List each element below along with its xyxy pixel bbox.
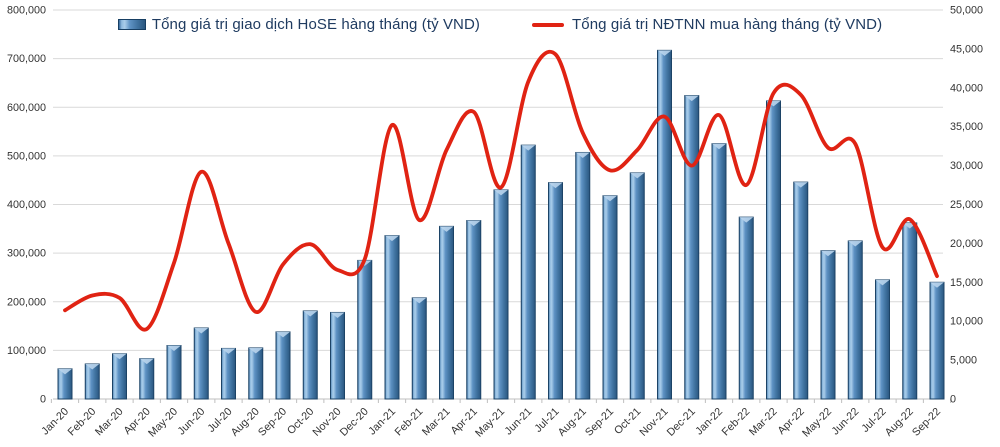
bar bbox=[221, 347, 236, 400]
bar bbox=[847, 240, 863, 400]
y-axis-left-label: 600,000 bbox=[7, 102, 46, 114]
x-axis-label: Nov-21 bbox=[638, 406, 671, 439]
x-axis-label: Aug-22 bbox=[883, 406, 916, 439]
y-axis-left-label: 800,000 bbox=[7, 5, 46, 17]
y-axis-right-label: 5,000 bbox=[950, 355, 977, 367]
bar bbox=[57, 368, 73, 400]
bar bbox=[302, 310, 318, 400]
x-axis-label: Aug-20 bbox=[229, 406, 262, 439]
bar bbox=[493, 189, 509, 400]
bar bbox=[112, 353, 127, 400]
x-axis-label: Sep-20 bbox=[256, 406, 289, 439]
bar bbox=[629, 172, 645, 400]
bar bbox=[711, 143, 727, 400]
bar bbox=[657, 49, 672, 400]
y-axis-right-label: 45,000 bbox=[950, 43, 983, 55]
x-axis-label: Nov-20 bbox=[311, 406, 344, 439]
bar bbox=[684, 95, 700, 400]
y-axis-right-label: 10,000 bbox=[950, 316, 983, 328]
y-axis-right-label: 20,000 bbox=[950, 238, 983, 250]
y-axis-left-label: 700,000 bbox=[7, 53, 46, 65]
foreign-buy-trend-line bbox=[63, 49, 939, 332]
x-axis-label: Mar-22 bbox=[747, 406, 780, 439]
bar bbox=[439, 225, 454, 400]
bar bbox=[820, 250, 836, 400]
bar bbox=[139, 358, 155, 400]
y-axis-right-label: 40,000 bbox=[950, 82, 983, 94]
y-axis-right-label: 0 bbox=[950, 394, 956, 406]
bar bbox=[357, 259, 373, 400]
bar bbox=[520, 144, 536, 400]
x-axis-label: Sep-21 bbox=[583, 406, 616, 439]
bar bbox=[602, 195, 618, 400]
x-axis-label: May-22 bbox=[800, 406, 834, 440]
bar bbox=[875, 279, 890, 400]
x-axis-label: Feb-20 bbox=[66, 406, 99, 439]
x-axis-label: Dec-21 bbox=[665, 406, 698, 439]
y-axis-left-label: 500,000 bbox=[7, 150, 46, 162]
y-axis-left-label: 400,000 bbox=[7, 199, 46, 211]
x-axis-label: Jun-21 bbox=[503, 406, 535, 438]
bar bbox=[466, 220, 482, 400]
y-axis-right-label: 30,000 bbox=[950, 160, 983, 172]
bar bbox=[166, 345, 182, 400]
y-axis-left-label: 200,000 bbox=[7, 296, 46, 308]
bar bbox=[411, 297, 427, 400]
y-axis-left-label: 300,000 bbox=[7, 248, 46, 260]
x-axis-label: Sep-22 bbox=[910, 406, 943, 439]
x-axis-label: Jun-20 bbox=[176, 406, 208, 438]
bar bbox=[793, 181, 809, 400]
y-axis-left-label: 0 bbox=[40, 394, 46, 406]
bar bbox=[330, 311, 345, 400]
bar bbox=[738, 216, 754, 400]
bar bbox=[902, 222, 918, 400]
bar bbox=[84, 363, 100, 400]
bar bbox=[275, 331, 291, 400]
x-axis-label: May-21 bbox=[473, 406, 507, 440]
bar bbox=[575, 151, 591, 400]
x-axis-label: Aug-21 bbox=[556, 406, 589, 439]
x-axis-label: May-20 bbox=[146, 406, 180, 440]
x-axis-label: Dec-20 bbox=[338, 406, 371, 439]
y-axis-left-label: 100,000 bbox=[7, 345, 46, 357]
x-axis-label: Mar-21 bbox=[420, 406, 453, 439]
y-axis-right-label: 25,000 bbox=[950, 199, 983, 211]
x-axis-label: Mar-20 bbox=[93, 406, 126, 439]
bar bbox=[384, 235, 400, 400]
bar bbox=[248, 347, 264, 400]
x-axis-label: Jan-21 bbox=[366, 406, 398, 438]
y-axis-right-label: 50,000 bbox=[950, 5, 983, 17]
x-axis-label: Feb-22 bbox=[720, 406, 753, 439]
x-axis-label: Feb-21 bbox=[393, 406, 426, 439]
x-axis-label: Jan-22 bbox=[693, 406, 725, 438]
y-axis-right-label: 35,000 bbox=[950, 121, 983, 133]
y-axis-right-label: 15,000 bbox=[950, 277, 983, 289]
bar bbox=[929, 281, 945, 400]
bar bbox=[193, 327, 209, 400]
bar bbox=[548, 182, 563, 400]
x-axis-label: Jun-22 bbox=[830, 406, 862, 438]
bar bbox=[766, 100, 781, 400]
x-axis-label: Jan-20 bbox=[39, 406, 71, 438]
